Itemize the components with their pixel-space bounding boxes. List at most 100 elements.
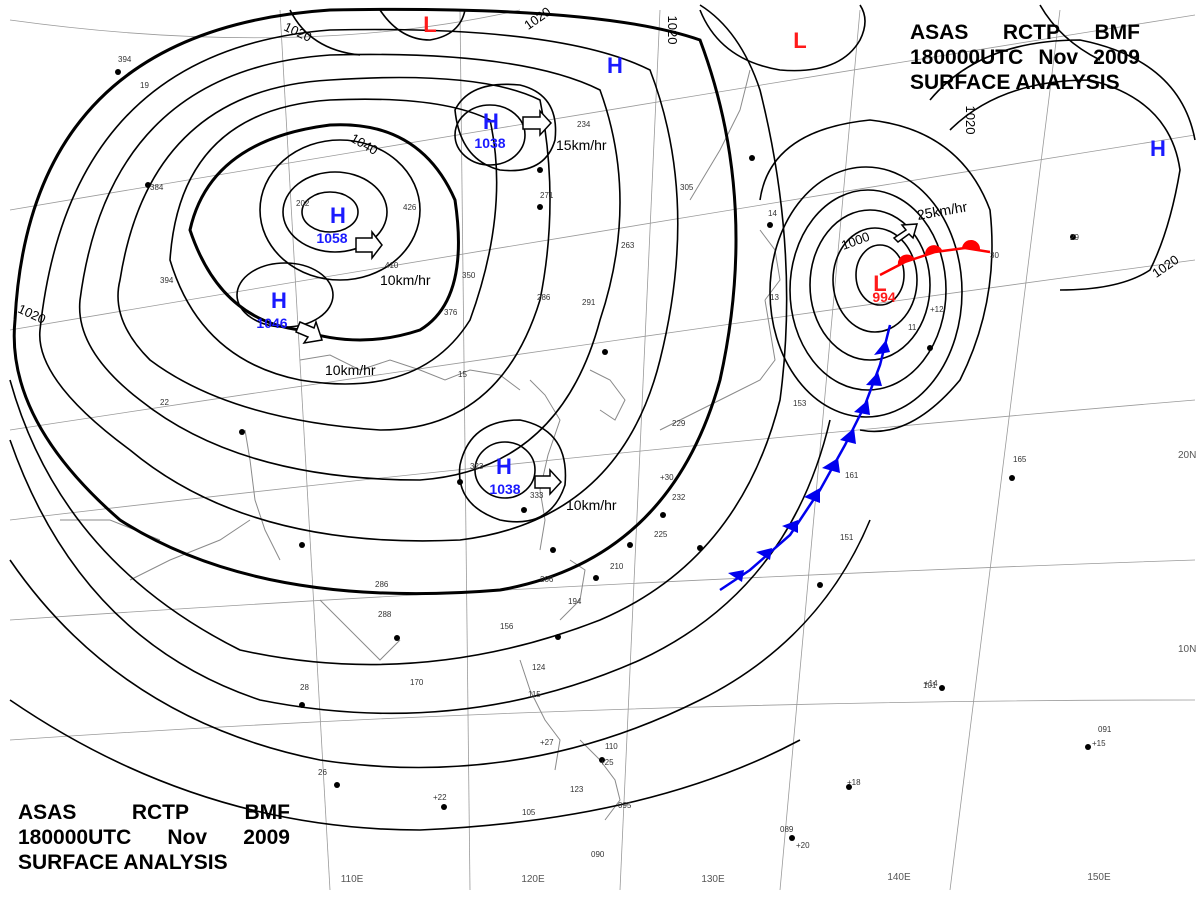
- station-value: 323: [470, 462, 484, 471]
- longitude-label: 140E: [887, 872, 911, 883]
- header-station: RCTP: [1002, 21, 1061, 44]
- station-value: 286: [537, 293, 551, 302]
- station-value: 115: [528, 690, 541, 699]
- station-value: 15: [458, 370, 467, 379]
- header-station: RCTP: [131, 801, 190, 824]
- station-value: 090: [591, 850, 605, 859]
- longitude-label: 150E: [1087, 872, 1111, 883]
- station-value: 225: [654, 530, 668, 539]
- isobars: [9, 4, 1196, 831]
- station-value: 234: [577, 120, 591, 129]
- header-month: Nov: [1038, 46, 1079, 69]
- station-value: 210: [610, 562, 624, 571]
- station-value: 101: [923, 681, 937, 690]
- station-value: 156: [500, 622, 514, 631]
- station-value: 202: [296, 199, 310, 208]
- analysis-header-top: ASAS RCTP BMF 180000UTC Nov 2009 SURFACE…: [910, 20, 1140, 95]
- movement-speed-label: 15km/hr: [556, 137, 607, 153]
- station-value: 28: [300, 683, 309, 692]
- longitude-label: 130E: [701, 874, 725, 885]
- header-title: SURFACE ANALYSIS: [18, 851, 228, 874]
- station-value: 194: [568, 597, 582, 606]
- header-title: SURFACE ANALYSIS: [910, 71, 1120, 94]
- high-pressure-marker: H: [330, 203, 346, 228]
- station-value: +25: [600, 758, 614, 767]
- station-value: 124: [532, 663, 546, 672]
- latitude-label: 20N: [1178, 450, 1196, 461]
- station-value: 26: [318, 768, 327, 777]
- station-value: 288: [378, 610, 392, 619]
- station-value: 30: [990, 251, 999, 260]
- station-value: 123: [570, 785, 584, 794]
- station-value: 14: [768, 209, 777, 218]
- station-value: 229: [672, 419, 686, 428]
- geo-labels: 110E 120E 130E 140E 150E 20N 10N: [341, 450, 1197, 885]
- high-pressure-marker: H: [496, 454, 512, 479]
- high-pressure-marker: H: [1150, 136, 1166, 161]
- station-value: +20: [796, 841, 810, 850]
- header-code: BMF: [1094, 21, 1141, 44]
- header-issuer: ASAS: [910, 21, 969, 44]
- header-time: 180000UTC: [18, 826, 132, 849]
- station-value: 11: [908, 323, 917, 332]
- station-value: 376: [444, 308, 458, 317]
- station-value: 271: [540, 191, 554, 200]
- station-values: 394 384 394 426 410 350 376 286 291 263 271 305 234 3…: [118, 55, 1112, 859]
- station-value: 161: [845, 471, 859, 480]
- station-value: 232: [672, 493, 686, 502]
- station-value: +18: [847, 778, 861, 787]
- header-time: 180000UTC: [910, 46, 1024, 69]
- station-value: 19: [140, 81, 149, 90]
- movement-speed-label: 10km/hr: [566, 497, 617, 513]
- station-plots: [115, 69, 1091, 841]
- station-value: 384: [150, 183, 164, 192]
- high-pressure-marker: H: [607, 53, 623, 78]
- movement-speed-label: 10km/hr: [380, 272, 431, 288]
- coastlines: [60, 69, 781, 821]
- latitude-label: 10N: [1178, 644, 1196, 655]
- movement-arrows: [295, 109, 919, 496]
- station-value: 095: [618, 801, 632, 810]
- station-value: 29: [1070, 233, 1079, 242]
- isobar-label: 1020: [963, 106, 978, 135]
- longitude-label: 110E: [341, 874, 364, 885]
- warm-front: [879, 239, 991, 277]
- station-value: 091: [1098, 725, 1112, 734]
- pressure-center-value: 1038: [474, 135, 505, 151]
- pressure-center-value: 1038: [489, 481, 520, 497]
- station-value: 394: [118, 55, 132, 64]
- low-pressure-marker: L: [423, 12, 436, 37]
- cold-front: [719, 324, 892, 592]
- station-value: 170: [410, 678, 424, 687]
- station-value: 286: [375, 580, 389, 589]
- station-value: 410: [385, 261, 399, 270]
- station-value: 13: [770, 293, 779, 302]
- header-code: BMF: [244, 801, 291, 824]
- station-value: 105: [522, 808, 536, 817]
- high-pressure-marker: H: [271, 288, 287, 313]
- header-issuer: ASAS: [18, 801, 77, 824]
- station-value: 426: [403, 203, 417, 212]
- header-year: 2009: [1093, 46, 1140, 69]
- station-value: 291: [582, 298, 596, 307]
- station-value: 350: [462, 271, 476, 280]
- station-value: +30: [660, 473, 674, 482]
- station-value: 263: [621, 241, 635, 250]
- header-month: Nov: [167, 826, 208, 849]
- low-pressure-marker: L: [873, 271, 886, 296]
- station-value: 333: [530, 491, 544, 500]
- longitude-label: 120E: [521, 874, 545, 885]
- pressure-center-value: 994: [872, 289, 896, 305]
- station-value: 206: [540, 575, 554, 584]
- station-value: 110: [605, 742, 618, 751]
- station-value: +27: [540, 738, 554, 747]
- pressure-center-value: 1046: [256, 315, 287, 331]
- movement-speed-label: 10km/hr: [325, 362, 376, 378]
- station-value: 151: [840, 533, 854, 542]
- isobar-label: 1020: [665, 16, 680, 45]
- station-value: 165: [1013, 455, 1027, 464]
- pressure-center-value: 1058: [316, 230, 347, 246]
- low-pressure-marker: L: [793, 28, 806, 53]
